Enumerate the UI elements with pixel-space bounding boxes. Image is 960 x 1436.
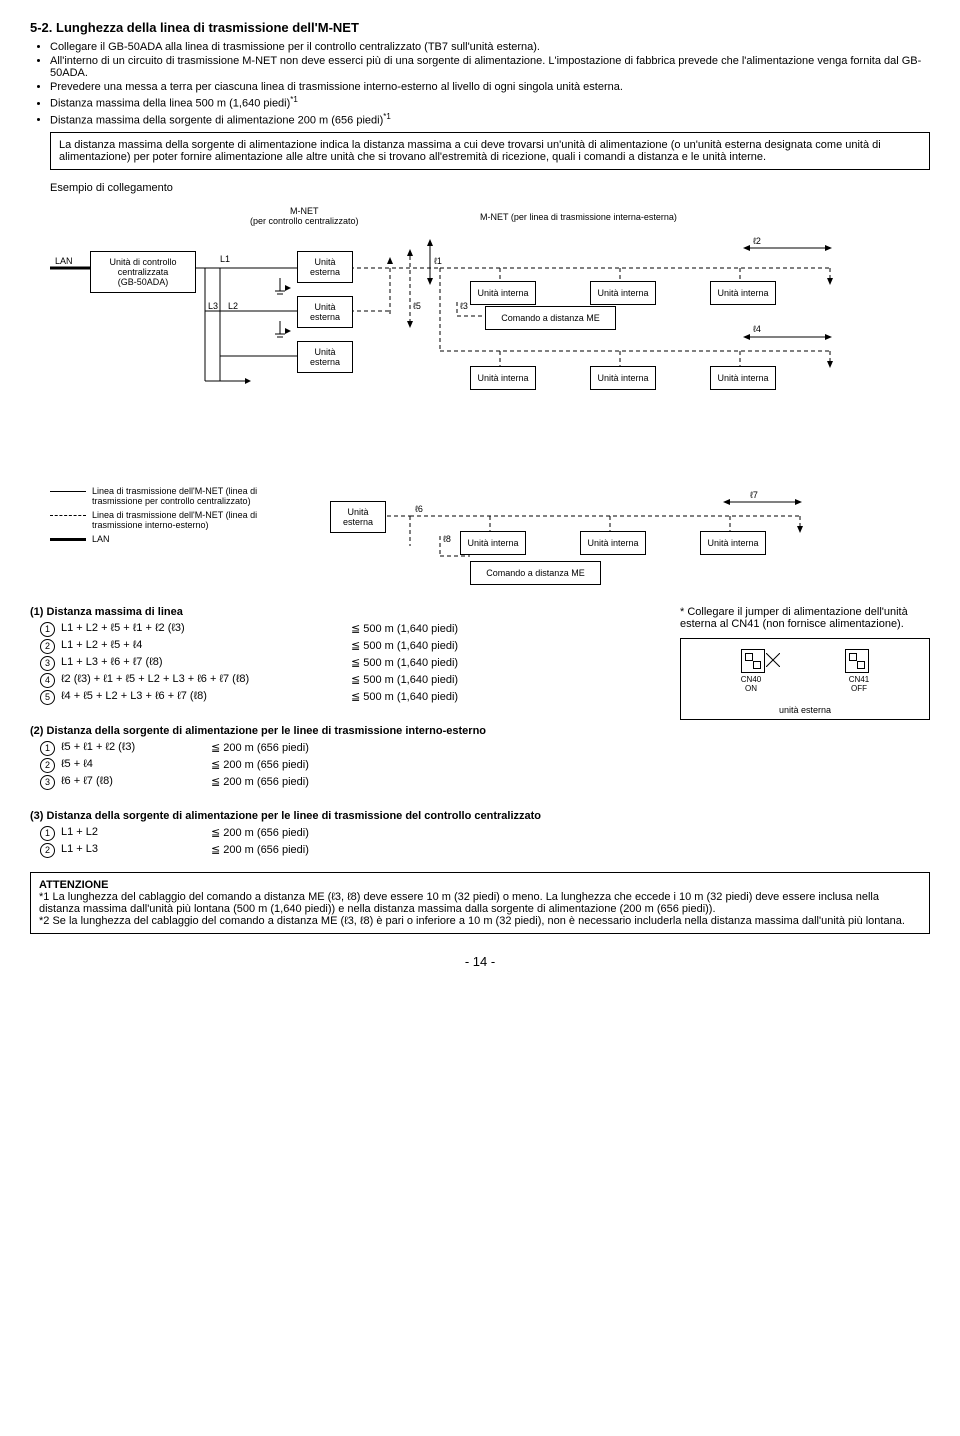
indoor-unit: Unità interna xyxy=(460,531,526,555)
attention-box: ATTENZIONE *1 La lunghezza del cablaggio… xyxy=(30,872,930,934)
bullet-item: Distanza massima della linea 500 m (1,64… xyxy=(50,95,930,110)
dist-row: 2ℓ5 + ℓ4≦ 200 m (656 piedi) xyxy=(40,758,930,773)
cn-unit-label: unità esterna xyxy=(681,705,929,715)
info-box: La distanza massima della sorgente di al… xyxy=(50,132,930,170)
l1-dim: ℓ1 xyxy=(434,256,442,266)
cn40-box xyxy=(741,649,765,673)
legend-dash: Linea di trasmissione dell'M-NET (linea … xyxy=(50,510,270,530)
mnet-ctrl-label: M-NET (per controllo centralizzato) xyxy=(250,206,359,226)
l3-dim: ℓ3 xyxy=(460,301,468,311)
bullet-list: Collegare il GB-50ADA alla linea di tras… xyxy=(50,41,930,126)
l3-label: L3 xyxy=(208,301,218,311)
dist-row: 3ℓ6 + ℓ7 (ℓ8)≦ 200 m (656 piedi) xyxy=(40,775,930,790)
dist2-title: (2) Distanza della sorgente di alimentaz… xyxy=(30,725,930,737)
dist2-section: (2) Distanza della sorgente di alimentaz… xyxy=(30,725,930,790)
lan-label: LAN xyxy=(55,256,73,266)
wiring-diagram: M-NET (per controllo centralizzato) M-NE… xyxy=(50,206,930,466)
indoor-unit: Unità interna xyxy=(470,366,536,390)
bullet-item: Distanza massima della sorgente di alime… xyxy=(50,112,930,127)
attention-line: *1 La lunghezza del cablaggio del comand… xyxy=(39,891,921,915)
indoor-unit: Unità interna xyxy=(580,531,646,555)
l4-dim: ℓ4 xyxy=(753,324,761,334)
dist-row: 2L1 + L3≦ 200 m (656 piedi) xyxy=(40,843,930,858)
dist-row: 1ℓ5 + ℓ1 + ℓ2 (ℓ3)≦ 200 m (656 piedi) xyxy=(40,741,930,756)
cn-diagram: CN40 ON CN41 OFF unità esterna xyxy=(680,638,930,720)
cn41-label: CN41 OFF xyxy=(839,675,879,693)
legend-row: Linea di trasmissione dell'M-NET (linea … xyxy=(50,486,930,586)
page-number: - 14 - xyxy=(30,954,930,969)
bullet-item: All'interno di un circuito di trasmissio… xyxy=(50,55,930,79)
legend-thick: LAN xyxy=(50,534,270,544)
l5-dim: ℓ5 xyxy=(413,301,421,311)
indoor-unit: Unità interna xyxy=(590,366,656,390)
controller-box: Unità di controllo centralizzata (GB-50A… xyxy=(90,251,196,293)
l2-dim: ℓ2 xyxy=(753,236,761,246)
cn40-label: CN40 ON xyxy=(731,675,771,693)
bullet-item: Prevedere una messa a terra per ciascuna… xyxy=(50,81,930,93)
dist-row: 1L1 + L2≦ 200 m (656 piedi) xyxy=(40,826,930,841)
example-heading: Esempio di collegamento xyxy=(50,182,930,194)
indoor-unit: Unità interna xyxy=(470,281,536,305)
dist3-section: (3) Distanza della sorgente di alimentaz… xyxy=(30,810,930,858)
outdoor-unit: Unità esterna xyxy=(297,296,353,328)
l2-label: L2 xyxy=(228,301,238,311)
remote-me: Comando a distanza ME xyxy=(485,306,616,330)
outdoor-unit: Unità esterna xyxy=(330,501,386,533)
indoor-unit: Unità interna xyxy=(700,531,766,555)
indoor-unit: Unità interna xyxy=(710,281,776,305)
jumper-note: * Collegare il jumper di alimentazione d… xyxy=(680,606,930,720)
l6-dim: ℓ6 xyxy=(415,504,423,514)
legend-solid: Linea di trasmissione dell'M-NET (linea … xyxy=(50,486,270,506)
remote-me: Comando a distanza ME xyxy=(470,561,601,585)
attention-line: *2 Se la lunghezza del cablaggio del com… xyxy=(39,915,921,927)
attention-title: ATTENZIONE xyxy=(39,879,921,891)
section-heading: 5-2. Lunghezza della linea di trasmissio… xyxy=(30,20,930,35)
cn41-box xyxy=(845,649,869,673)
mnet-line-label: M-NET (per linea di trasmissione interna… xyxy=(480,212,677,222)
indoor-unit: Unità interna xyxy=(590,281,656,305)
outdoor-unit: Unità esterna xyxy=(297,251,353,283)
dist3-title: (3) Distanza della sorgente di alimentaz… xyxy=(30,810,930,822)
indoor-unit: Unità interna xyxy=(710,366,776,390)
wiring-diagram-2: Unità esterna ℓ6 ℓ8 ℓ7 Unità interna Uni… xyxy=(330,486,870,586)
outdoor-unit: Unità esterna xyxy=(297,341,353,373)
l1-label: L1 xyxy=(220,254,230,264)
l8-dim: ℓ8 xyxy=(443,534,451,544)
bullet-item: Collegare il GB-50ADA alla linea di tras… xyxy=(50,41,930,53)
l7-dim: ℓ7 xyxy=(750,490,758,500)
